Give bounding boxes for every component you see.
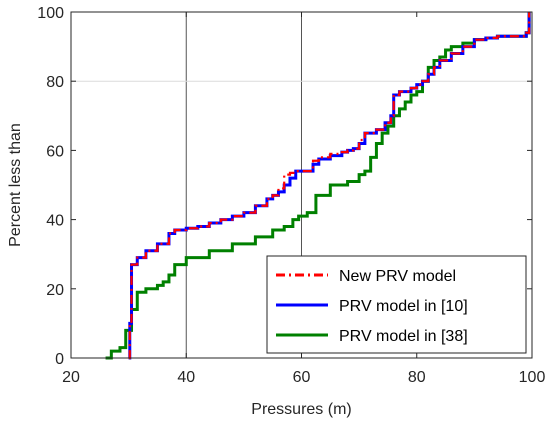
x-tick-label: 40: [177, 369, 195, 386]
y-tick-label: 60: [46, 143, 64, 160]
y-tick-label: 20: [46, 282, 64, 299]
series-layer: [105, 12, 531, 360]
x-tick-label: 80: [408, 369, 426, 386]
legend-label-1: New PRV model: [339, 268, 456, 285]
y-tick-label: 100: [37, 5, 64, 22]
y-tick-label: 0: [55, 351, 64, 368]
series-line-3: [105, 12, 531, 360]
legend-label-2: PRV model in [10]: [339, 298, 468, 315]
y-tick-label: 80: [46, 74, 64, 91]
legend-label-3: PRV model in [38]: [339, 328, 468, 345]
x-tick-label: 60: [293, 369, 311, 386]
x-axis-label: Pressures (m): [251, 401, 351, 418]
legend: New PRV model PRV model in [10] PRV model …: [266, 255, 527, 354]
series-line-2: [128, 12, 531, 360]
y-tick-label: 40: [46, 213, 64, 230]
x-tick-label: 100: [519, 369, 546, 386]
y-axis-label: Percent less than: [7, 123, 24, 247]
x-tick-label: 20: [62, 369, 80, 386]
